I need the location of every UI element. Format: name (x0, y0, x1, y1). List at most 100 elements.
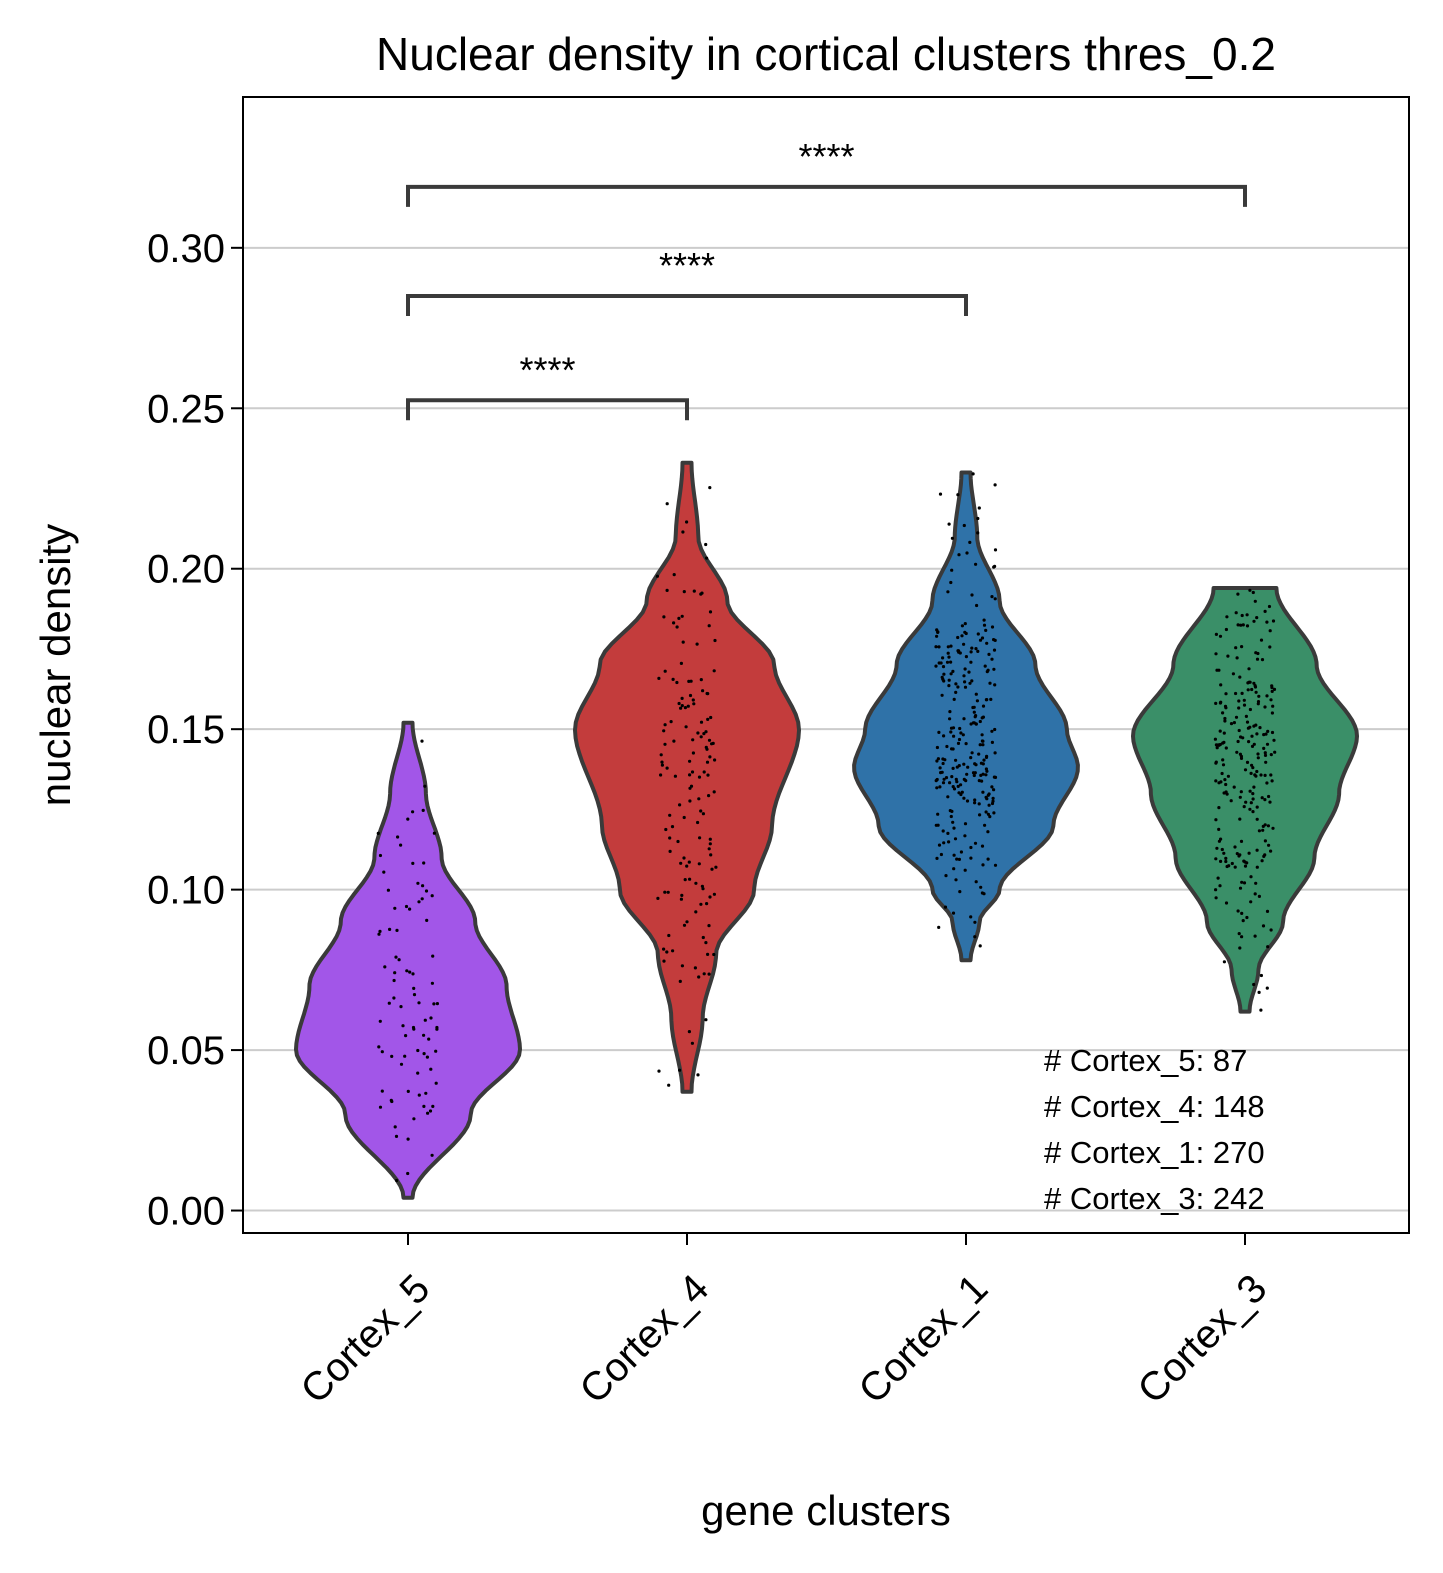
jitter-point (1234, 611, 1238, 615)
jitter-point (1257, 829, 1261, 833)
jitter-point (963, 685, 968, 689)
jitter-point (1265, 986, 1269, 990)
jitter-point (393, 1125, 397, 1129)
jitter-point (678, 803, 682, 807)
jitter-point (959, 731, 963, 735)
jitter-point (1267, 843, 1271, 847)
jitter-point (689, 784, 694, 788)
y-tick-label: 0.20 (147, 548, 225, 592)
jitter-point (1253, 685, 1258, 689)
jitter-point (1224, 856, 1228, 861)
jitter-point (393, 971, 397, 975)
jitter-point (705, 556, 709, 560)
jitter-point (682, 590, 686, 594)
jitter-point (1219, 683, 1223, 687)
jitter-point (1255, 848, 1259, 852)
jitter-point (953, 837, 958, 841)
jitter-point (1244, 800, 1248, 804)
jitter-point (942, 734, 946, 738)
jitter-point (683, 706, 688, 710)
jitter-point (1215, 746, 1219, 750)
jitter-point (1271, 619, 1276, 623)
jitter-point (1249, 875, 1253, 879)
jitter-point (944, 874, 948, 878)
jitter-point (973, 798, 977, 802)
jitter-point (706, 952, 710, 957)
jitter-point (1244, 714, 1248, 719)
jitter-point (1250, 687, 1254, 692)
jitter-point (672, 739, 676, 743)
jitter-point (1269, 773, 1273, 777)
jitter-point (426, 1111, 430, 1115)
jitter-point (429, 1067, 433, 1071)
jitter-point (992, 667, 996, 671)
jitter-point (974, 722, 978, 726)
jitter-point (1270, 685, 1274, 690)
jitter-point (1238, 795, 1242, 799)
jitter-point (957, 737, 962, 742)
jitter-point (942, 841, 946, 845)
jitter-point (1240, 691, 1244, 696)
y-tick-label: 0.25 (147, 387, 225, 431)
jitter-point (1249, 801, 1253, 805)
jitter-point (949, 730, 953, 734)
jitter-point (1240, 935, 1244, 939)
jitter-point (940, 693, 944, 697)
jitter-point (974, 763, 978, 767)
jitter-point (974, 647, 978, 651)
jitter-point (1214, 652, 1218, 656)
jitter-point (947, 678, 951, 682)
jitter-point (662, 615, 666, 619)
jitter-point (663, 742, 667, 746)
jitter-point (1252, 681, 1256, 685)
jitter-point (1249, 900, 1253, 904)
jitter-point (682, 815, 686, 820)
jitter-point (952, 853, 956, 857)
jitter-point (420, 897, 424, 901)
jitter-point (390, 1054, 394, 1058)
jitter-point (1266, 945, 1270, 949)
jitter-point (985, 641, 989, 645)
jitter-point (1265, 909, 1270, 914)
jitter-point (1240, 880, 1244, 884)
jitter-point (420, 739, 424, 743)
jitter-point (1214, 779, 1218, 783)
count-label: # Cortex_5: 87 (1044, 1043, 1247, 1078)
jitter-point (404, 1034, 408, 1038)
jitter-point (1214, 857, 1218, 861)
violin-cortex_4 (573, 460, 801, 1094)
jitter-point (424, 889, 429, 893)
jitter-point (689, 679, 693, 683)
jitter-point (1265, 781, 1269, 785)
jitter-point (1224, 782, 1228, 787)
jitter-point (684, 725, 688, 729)
jitter-point (1223, 719, 1227, 723)
jitter-point (701, 887, 705, 891)
jitter-point (706, 717, 710, 722)
jitter-point (712, 952, 716, 957)
jitter-point (1252, 785, 1256, 789)
jitter-point (681, 640, 685, 644)
jitter-point (1235, 750, 1239, 754)
jitter-point (1245, 861, 1249, 865)
jitter-point (401, 1024, 405, 1028)
jitter-point (708, 842, 712, 846)
jitter-point (969, 845, 973, 850)
jitter-point (416, 1071, 420, 1075)
jitter-point (659, 773, 663, 777)
jitter-point (1259, 773, 1263, 777)
jitter-point (949, 580, 953, 585)
jitter-point (937, 925, 941, 930)
jitter-point (1239, 735, 1243, 739)
jitter-point (399, 1062, 404, 1066)
jitter-point (990, 740, 995, 745)
jitter-point (688, 693, 693, 698)
jitter-point (665, 950, 669, 954)
jitter-point (393, 906, 397, 910)
x-tick-label: Cortex_4 (571, 1266, 717, 1412)
jitter-point (962, 642, 966, 646)
jitter-point (1236, 592, 1240, 596)
jitter-point (946, 795, 950, 799)
jitter-point (950, 568, 954, 572)
jitter-point (1236, 623, 1240, 627)
